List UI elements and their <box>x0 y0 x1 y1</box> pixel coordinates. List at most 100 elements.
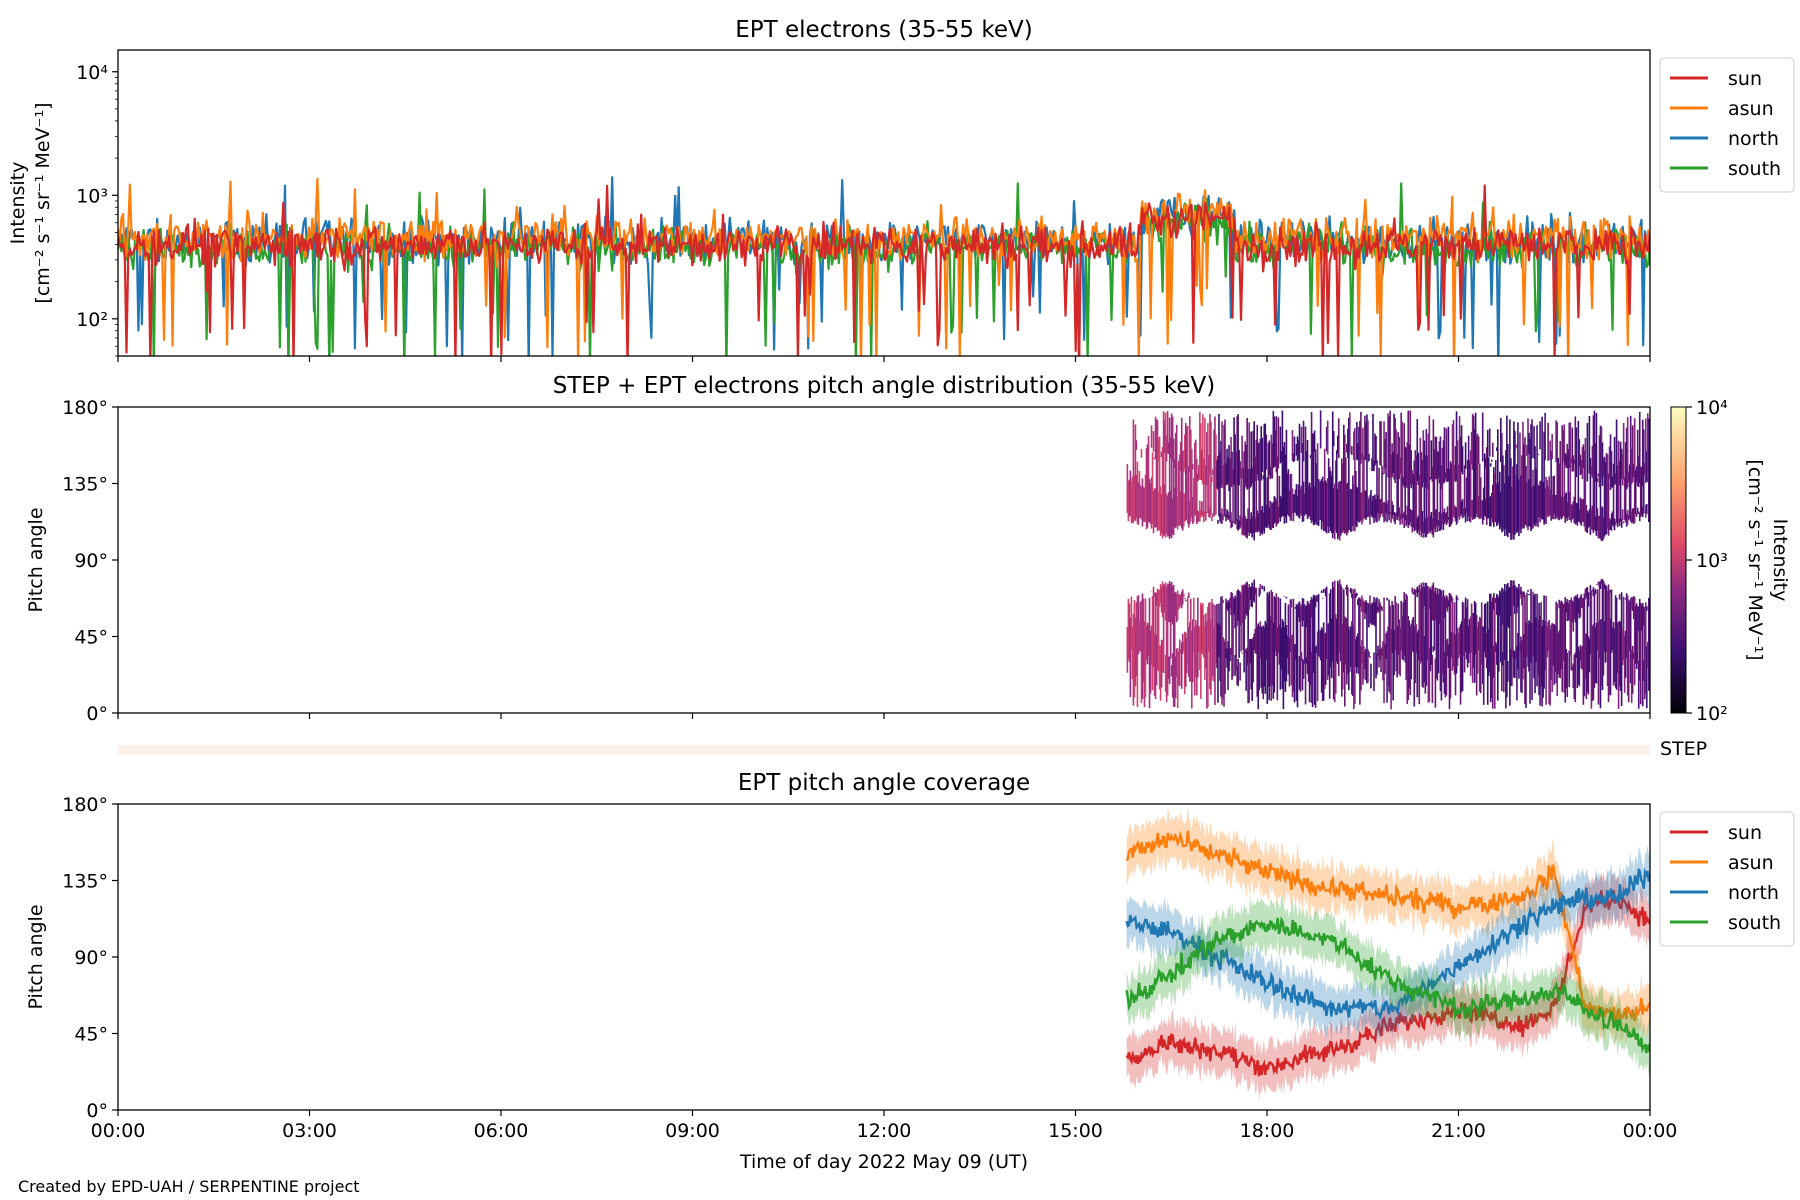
heatmap-cell <box>1625 513 1628 527</box>
heatmap-cell <box>1367 649 1369 683</box>
heatmap-cell <box>1316 595 1319 602</box>
heatmap-cell <box>1272 622 1275 699</box>
heatmap-cell <box>1555 601 1557 684</box>
heatmap-cell <box>1324 588 1327 597</box>
heatmap-cell <box>1355 639 1357 667</box>
heatmap-cell <box>1146 444 1149 528</box>
heatmap-cell <box>1325 483 1328 534</box>
heatmap-cell <box>1446 596 1449 612</box>
heatmap-cell <box>1513 421 1515 540</box>
heatmap-cell <box>1471 612 1474 683</box>
colorbar-label-line1: Intensity <box>1769 519 1791 602</box>
heatmap-cell <box>1217 456 1219 490</box>
heatmap-cell <box>1155 593 1158 606</box>
heatmap-cell <box>1261 626 1264 694</box>
heatmap-cell <box>1305 605 1308 628</box>
heatmap-cell <box>1388 599 1390 692</box>
heatmap-cell <box>1329 471 1332 531</box>
heatmap-cell <box>1263 586 1266 592</box>
colorbar-label-line2: [cm⁻² s⁻¹ sr⁻¹ MeV⁻¹] <box>1744 459 1766 660</box>
heatmap-cell <box>1154 488 1157 528</box>
intensity-x-ticks <box>117 356 1651 362</box>
heatmap-cell <box>1605 586 1608 653</box>
heatmap-cell <box>1536 593 1538 687</box>
heatmap-cell <box>1385 633 1387 659</box>
heatmap-cell <box>1502 588 1504 625</box>
heatmap-cell <box>1416 586 1419 598</box>
heatmap-cell <box>1599 580 1602 589</box>
heatmap-cell <box>1432 582 1435 621</box>
heatmap-cell <box>1324 632 1327 685</box>
heatmap-cell <box>1488 593 1491 672</box>
heatmap-cell <box>1429 587 1432 672</box>
heatmap-cell <box>1501 587 1503 692</box>
heatmap-cell <box>1298 656 1301 690</box>
heatmap-cell <box>1389 410 1391 478</box>
heatmap-cell <box>1618 594 1621 600</box>
heatmap-cell <box>1537 484 1539 528</box>
heatmap-cell <box>1589 585 1592 655</box>
heatmap-cell <box>1559 602 1562 679</box>
heatmap-cell <box>1540 602 1542 687</box>
heatmap-cell <box>1340 458 1343 533</box>
heatmap-cell <box>1363 456 1365 519</box>
heatmap-cell <box>1445 428 1448 482</box>
heatmap-cell <box>1269 500 1272 530</box>
heatmap-cell <box>1537 453 1539 456</box>
heatmap-cell <box>1131 476 1134 523</box>
heatmap-cell <box>1280 451 1283 462</box>
heatmap-cell <box>1433 449 1436 529</box>
heatmap-cell <box>1305 451 1308 515</box>
heatmap-cell <box>1254 456 1257 481</box>
heatmap-cell <box>1379 499 1381 518</box>
heatmap-cell <box>1516 464 1518 533</box>
heatmap-cell <box>1260 426 1263 481</box>
heatmap-cell <box>1642 606 1645 626</box>
heatmap-cell <box>1283 442 1286 524</box>
heatmap-cell <box>1516 587 1518 614</box>
heatmap-cell <box>1521 639 1523 693</box>
heatmap-cell <box>1369 494 1371 525</box>
heatmap-cell <box>1618 518 1621 526</box>
heatmap-cell <box>1584 589 1587 600</box>
heatmap-cell <box>1361 595 1363 613</box>
heatmap-cell <box>1367 603 1369 628</box>
heatmap-cell <box>1256 424 1259 475</box>
heatmap-cell <box>1419 590 1422 664</box>
heatmap-cell <box>1456 597 1459 601</box>
heatmap-cell <box>1325 586 1328 659</box>
heatmap-cell <box>1471 499 1474 520</box>
heatmap-cell <box>1231 451 1233 487</box>
heatmap-cell <box>1308 482 1311 516</box>
heatmap-cell <box>1137 595 1140 655</box>
heatmap-cell <box>1572 455 1575 472</box>
y-tick-label: 180° <box>62 794 108 816</box>
heatmap-cell <box>1389 512 1391 515</box>
heatmap-cell <box>1298 423 1301 519</box>
heatmap-cell <box>1644 504 1647 518</box>
heatmap-cell <box>1567 603 1570 620</box>
heatmap-cell <box>1405 515 1408 526</box>
heatmap-cell <box>1548 620 1550 704</box>
legend-label-asun: asun <box>1728 852 1774 874</box>
heatmap-cell <box>1411 619 1414 651</box>
heatmap-cell <box>1162 584 1165 673</box>
heatmap-cell <box>1221 421 1223 485</box>
heatmap-cell <box>1228 515 1230 519</box>
heatmap-cell <box>1509 586 1511 706</box>
heatmap-cell <box>1572 601 1575 632</box>
heatmap-cell <box>1573 597 1576 620</box>
heatmap-cell <box>1276 627 1279 701</box>
heatmap-cell <box>1549 489 1551 516</box>
heatmap-cell <box>1167 656 1170 679</box>
heatmap-cell <box>1460 621 1463 693</box>
heatmap-cell <box>1297 440 1300 459</box>
x-tick-label: 18:00 <box>1240 1120 1295 1142</box>
heatmap-cell <box>1638 411 1641 483</box>
heatmap-cell <box>1497 429 1499 525</box>
heatmap-cell <box>1482 626 1485 705</box>
intensity-ylabel-line2: [cm⁻² s⁻¹ sr⁻¹ MeV⁻¹] <box>32 102 54 303</box>
heatmap-cell <box>1440 465 1443 490</box>
heatmap-cell <box>1526 444 1528 456</box>
heatmap-cell <box>1503 465 1505 529</box>
